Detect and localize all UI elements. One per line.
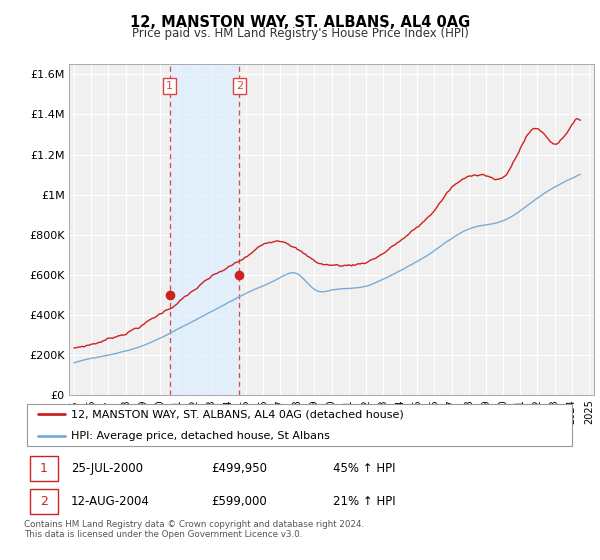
Bar [170,64,239,395]
Text: 1: 1 [40,462,48,475]
Text: Price paid vs. HM Land Registry's House Price Index (HPI): Price paid vs. HM Land Registry's House … [131,27,469,40]
Text: 12, MANSTON WAY, ST. ALBANS, AL4 0AG (detached house): 12, MANSTON WAY, ST. ALBANS, AL4 0AG (de… [71,409,404,419]
Text: 25-JUL-2000: 25-JUL-2000 [71,462,143,475]
Text: Contains HM Land Registry data © Crown copyright and database right 2024.
This d: Contains HM Land Registry data © Crown c… [24,520,364,539]
FancyBboxPatch shape [27,404,572,446]
Text: 12-AUG-2004: 12-AUG-2004 [71,495,150,508]
Text: 2: 2 [236,81,243,91]
Text: 12, MANSTON WAY, ST. ALBANS, AL4 0AG: 12, MANSTON WAY, ST. ALBANS, AL4 0AG [130,15,470,30]
FancyBboxPatch shape [29,489,58,514]
Text: 21% ↑ HPI: 21% ↑ HPI [333,495,396,508]
Text: 45% ↑ HPI: 45% ↑ HPI [333,462,395,475]
Text: £499,950: £499,950 [212,462,268,475]
FancyBboxPatch shape [29,456,58,481]
Text: HPI: Average price, detached house, St Albans: HPI: Average price, detached house, St A… [71,431,330,441]
Text: 1: 1 [166,81,173,91]
Text: £599,000: £599,000 [212,495,268,508]
Text: 2: 2 [40,495,48,508]
